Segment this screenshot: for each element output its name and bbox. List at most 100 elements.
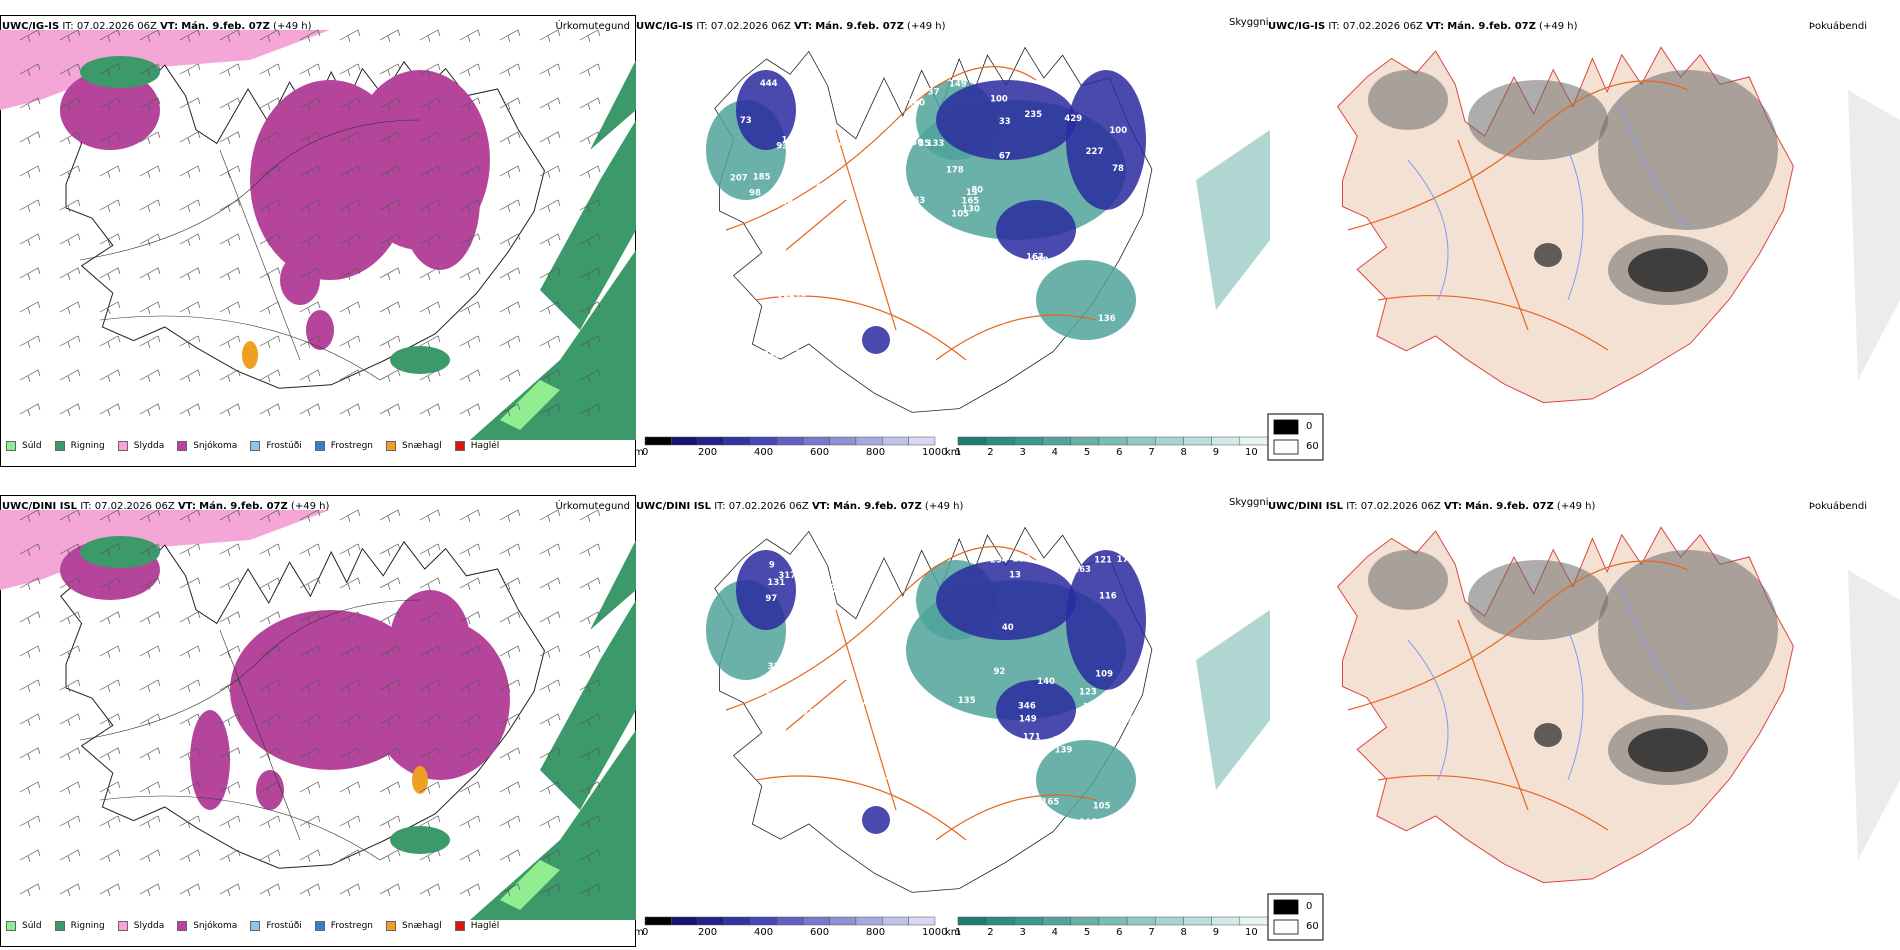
fog-offshore — [1848, 570, 1900, 860]
wind-barb — [259, 165, 281, 179]
wind-barb — [379, 165, 401, 179]
wind-barb — [59, 335, 81, 349]
wind-barb — [19, 509, 41, 523]
wind-barb — [59, 645, 81, 659]
wind-barb — [419, 577, 441, 591]
wind-barb — [339, 267, 361, 281]
teal-cloud-offshore — [1196, 610, 1270, 790]
wind-barb — [419, 543, 441, 557]
legend-item-snow-pellets: Snæhagl — [386, 441, 442, 451]
wind-barb — [459, 29, 481, 43]
cloud-height-label: 35 — [918, 139, 930, 149]
wind-barb — [379, 781, 401, 795]
wind-barb — [19, 369, 41, 383]
wind-barb — [19, 335, 41, 349]
wind-barb — [339, 199, 361, 213]
panel-header-top-2: UWC/IG-IS IT: 07.02.2026 06Z VT: Mán. 9.… — [636, 21, 946, 32]
cloud-height-label: 238 — [763, 350, 781, 360]
rain-band-southeast — [470, 250, 636, 440]
wind-barb — [379, 29, 401, 43]
wind-barb — [379, 509, 401, 523]
wind-barb — [339, 543, 361, 557]
wind-barb — [139, 199, 161, 213]
fog-panel-bottom: UWC/DINI ISL IT: 07.02.2026 06Z VT: Mán.… — [1268, 480, 1900, 950]
cloud-height-label: 135 — [802, 688, 820, 698]
wind-barb — [299, 883, 321, 897]
wind-barb — [419, 97, 441, 111]
wind-barb — [139, 131, 161, 145]
wind-barb — [219, 849, 241, 863]
cloud-height-label: 55 — [889, 634, 901, 644]
cloud-height-label: 129 — [834, 341, 852, 351]
wind-barb — [419, 611, 441, 625]
wind-barb — [299, 577, 321, 591]
precip-type-panel-bottom: UWC/DINI ISL IT: 07.02.2026 06Z VT: Mán.… — [0, 480, 636, 950]
fog-dense-area — [1628, 728, 1708, 772]
wind-barb — [419, 679, 441, 693]
cloud-height-label: 149 — [1019, 714, 1037, 724]
wind-barb — [459, 369, 481, 383]
wind-barb — [339, 29, 361, 43]
panel-header-bottom-3: UWC/DINI ISL IT: 07.02.2026 06Z VT: Mán.… — [1268, 501, 1596, 512]
wind-barb — [219, 301, 241, 315]
wind-barb — [459, 883, 481, 897]
cloud-height-label: 490 — [910, 317, 928, 327]
wind-barb — [59, 233, 81, 247]
wind-barb — [259, 883, 281, 897]
wind-barb — [379, 611, 401, 625]
wind-barb — [179, 781, 201, 795]
wind-barb — [499, 781, 521, 795]
wind-barb — [139, 611, 161, 625]
cloud-height-label: 216 — [903, 308, 921, 318]
cloud-height-label: 234 — [990, 556, 1008, 566]
wind-barb — [499, 301, 521, 315]
wind-barb — [339, 611, 361, 625]
wind-barb — [419, 165, 441, 179]
wind-barb — [459, 849, 481, 863]
low-cloud-3 — [996, 680, 1076, 740]
low-cloud-0 — [936, 560, 1076, 640]
wind-barb — [59, 509, 81, 523]
wind-barb — [219, 131, 241, 145]
wind-barb — [539, 645, 561, 659]
wind-barb — [499, 883, 521, 897]
wind-barb — [339, 97, 361, 111]
cloud-height-label: 158 — [777, 295, 795, 305]
rain-band-east — [540, 600, 636, 810]
wind-barb — [219, 403, 241, 417]
cloud-height-label: 129 — [823, 321, 841, 331]
wind-barb — [19, 883, 41, 897]
wind-barb — [259, 403, 281, 417]
wind-barb — [59, 747, 81, 761]
wind-barb — [59, 165, 81, 179]
wind-barb — [59, 577, 81, 591]
cloud-height-label: 110 — [837, 759, 855, 769]
cloud-height-label: 13 — [966, 188, 978, 198]
wind-barb — [459, 543, 481, 557]
cloud-height-label: 94 — [1000, 778, 1012, 788]
wind-barb — [139, 645, 161, 659]
wind-barb — [219, 267, 241, 281]
wind-barb — [219, 509, 241, 523]
wind-barb — [339, 131, 361, 145]
cloud-height-label: 169 — [819, 306, 837, 316]
wind-barb — [139, 713, 161, 727]
wind-barb — [219, 679, 241, 693]
wind-barb — [179, 645, 201, 659]
wind-barb — [419, 199, 441, 213]
wind-barb — [299, 29, 321, 43]
cloud-height-label: 97 — [765, 594, 777, 604]
cloud-height-label: 131 — [767, 578, 785, 588]
wind-barb — [259, 849, 281, 863]
wind-barb — [499, 335, 521, 349]
wind-barb — [579, 131, 601, 145]
rain-land-south — [390, 346, 450, 374]
wind-barb — [59, 199, 81, 213]
wind-barb — [59, 815, 81, 829]
legend-item-sleet: Slydda — [117, 921, 164, 931]
wind-barb — [219, 97, 241, 111]
cloud-height-label: 100 — [1109, 126, 1127, 136]
cloud-height-label: 225 — [1001, 279, 1019, 289]
cloud-height-label: 133 — [927, 139, 945, 149]
cloud-height-label: 10 — [862, 636, 874, 646]
